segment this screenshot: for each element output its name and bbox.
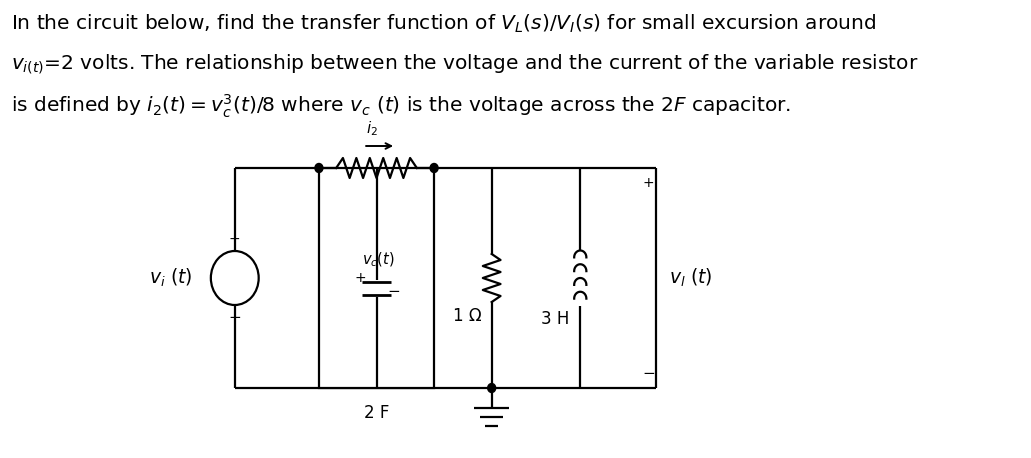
- Text: $i_2$: $i_2$: [366, 119, 378, 138]
- Text: In the circuit below, find the transfer function of $V_L(s)/V_I(s)$ for small ex: In the circuit below, find the transfer …: [10, 13, 876, 35]
- Text: +: +: [355, 271, 366, 285]
- Text: 3 H: 3 H: [541, 311, 570, 328]
- Bar: [319, 168, 434, 388]
- Text: $v_i$ $(t)$: $v_i$ $(t)$: [149, 267, 193, 289]
- Text: −: −: [229, 310, 241, 325]
- Text: +: +: [229, 232, 240, 246]
- Text: $v_c(t)$: $v_c(t)$: [362, 251, 395, 269]
- Text: −: −: [388, 284, 401, 299]
- Circle shape: [314, 164, 323, 173]
- Circle shape: [430, 164, 438, 173]
- Text: −: −: [642, 365, 655, 381]
- Text: $v_l$ $(t)$: $v_l$ $(t)$: [669, 267, 712, 289]
- Text: +: +: [642, 176, 655, 190]
- Text: is defined by $i_2(t)= v_c^3(t)/8$ where $v_c$ $(t)$ is the voltage across the $: is defined by $i_2(t)= v_c^3(t)/8$ where…: [10, 93, 791, 120]
- Text: 1 Ω: 1 Ω: [453, 307, 481, 325]
- Circle shape: [488, 383, 496, 393]
- Text: 2 F: 2 F: [364, 404, 389, 422]
- Text: $v_{i(t)}$=2 volts. The relationship between the voltage and the current of the : $v_{i(t)}$=2 volts. The relationship bet…: [10, 53, 918, 76]
